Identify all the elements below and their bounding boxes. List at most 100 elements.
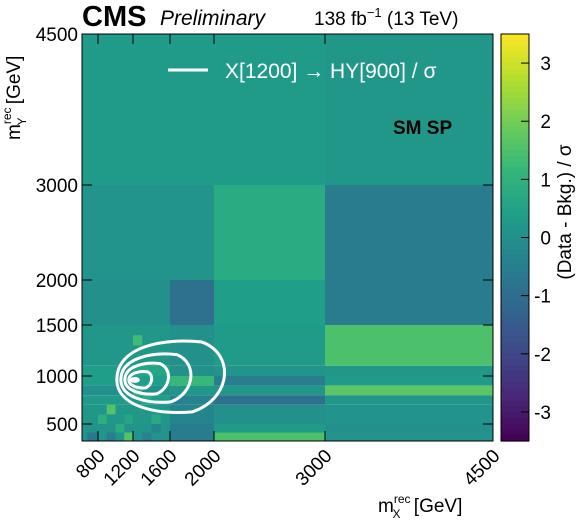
colorbar-segment: [501, 394, 529, 401]
colorbar-segment: [501, 313, 529, 320]
colorbar-segment: [501, 417, 529, 425]
y-tick-label: 2000: [36, 271, 78, 292]
heatmap-bin: [214, 404, 325, 424]
colorbar-segment: [501, 231, 529, 239]
lumi-exponent: −1: [367, 5, 382, 20]
colorbar-segment: [501, 423, 529, 430]
heatmap-bin: [325, 280, 493, 325]
heatmap-bin: [151, 424, 161, 433]
annotation-sm-sp: SM SP: [393, 118, 452, 139]
heatmap-bin: [124, 432, 133, 441]
heatmap-bin: [325, 376, 493, 386]
heatmap-bin: [214, 432, 325, 441]
heatmap-bin: [325, 395, 493, 405]
colorbar-segment: [501, 289, 529, 297]
heatmap-bin: [142, 432, 152, 441]
colorbar-segment: [501, 266, 529, 273]
colorbar-segment: [501, 208, 529, 215]
colorbar-segment: [501, 301, 529, 308]
colorbar-segment: [501, 411, 529, 419]
lumi-value: 138 fb: [314, 9, 367, 30]
colorbar-segment: [501, 318, 529, 326]
colorbar-segment: [501, 388, 529, 396]
colorbar-segment: [501, 225, 529, 233]
colorbar-segment: [501, 63, 529, 70]
heatmap-bin: [170, 404, 214, 424]
colorbar-segment: [501, 202, 529, 210]
colorbar-segment: [501, 347, 529, 355]
plot-frame: [81, 33, 494, 442]
heatmap-bin: [170, 395, 214, 405]
colorbar-segment: [501, 435, 529, 442]
colorbar-segment: [501, 92, 529, 99]
heatmap-bin: [82, 185, 214, 280]
x-axis-label-sup: rec: [394, 492, 411, 506]
colorbar-segment: [501, 295, 529, 303]
colorbar-segment: [501, 34, 529, 41]
heatmap-bin: [106, 404, 116, 415]
status-label: Preliminary: [160, 7, 267, 30]
heatmap-bin: [87, 432, 98, 441]
colorbar-segment: [501, 150, 529, 157]
colorbar-segment: [501, 97, 529, 105]
signal-peak: [129, 376, 140, 383]
heatmap-bin: [133, 365, 170, 376]
colorbar-segment: [501, 179, 529, 186]
colorbar-segment: [501, 57, 529, 64]
heatmap-bin: [325, 385, 493, 396]
colorbar-segment: [501, 109, 529, 116]
experiment-label: CMS: [82, 1, 146, 33]
y-tick-label: 4500: [36, 25, 78, 46]
colorbar-segment: [501, 220, 529, 227]
heatmap-bin: [214, 280, 325, 325]
colorbar-segment: [501, 185, 529, 192]
heatmap-bin: [170, 280, 214, 325]
colorbar-segment: [501, 161, 529, 169]
colorbar-segment: [501, 173, 529, 180]
heatmap-bin: [160, 395, 170, 405]
heatmap-bin: [82, 365, 133, 376]
colorbar-segment: [501, 121, 529, 128]
colorbar-segment: [501, 353, 529, 361]
colorbar-segment: [501, 359, 529, 367]
energy-label: (13 TeV): [382, 9, 459, 30]
y-tick-label: 500: [46, 415, 78, 436]
colorbar-tick-label: 2: [540, 112, 551, 133]
x-tick-label: 1200: [100, 446, 145, 491]
colorbar-segment: [501, 167, 529, 175]
heatmap-bin: [124, 414, 133, 424]
colorbar-segment: [501, 86, 529, 93]
colorbar-segment: [501, 190, 529, 198]
heatmap-bin: [214, 395, 325, 405]
heatmap-bin: [325, 365, 493, 376]
y-axis-label: mrecY [GeV]: [0, 56, 29, 140]
colorbar-segment: [501, 254, 529, 262]
colorbar-segment: [501, 377, 529, 384]
heatmap-bin: [133, 335, 143, 346]
signal-contour: [119, 352, 193, 404]
heatmap-bin: [82, 34, 214, 185]
colorbar-segment: [501, 196, 529, 204]
colorbar-segment: [501, 237, 529, 244]
heatmap-bin: [214, 365, 325, 376]
colorbar-segment: [501, 272, 529, 279]
colorbar-segment: [501, 243, 529, 250]
colorbar-segment: [501, 365, 529, 372]
colorbar-segment: [501, 127, 529, 134]
heatmap-bin: [214, 185, 325, 280]
heatmap-bin: [98, 414, 107, 424]
signal-contour: [127, 370, 154, 390]
x-axis-label-sub: X: [393, 507, 401, 521]
heatmap-bin: [214, 325, 325, 366]
colorbar-segment: [501, 80, 529, 87]
signal-contour: [115, 339, 226, 414]
heatmap-bin: [170, 385, 214, 396]
colorbar-segment: [501, 138, 529, 146]
heatmap-bin: [133, 385, 143, 396]
y-tick-label: 3000: [36, 176, 78, 197]
colorbar-segment: [501, 214, 529, 221]
colorbar-segment: [501, 400, 529, 407]
x-tick-label: 2000: [181, 446, 226, 491]
x-axis-label: mrec X [GeV]: [378, 492, 462, 521]
